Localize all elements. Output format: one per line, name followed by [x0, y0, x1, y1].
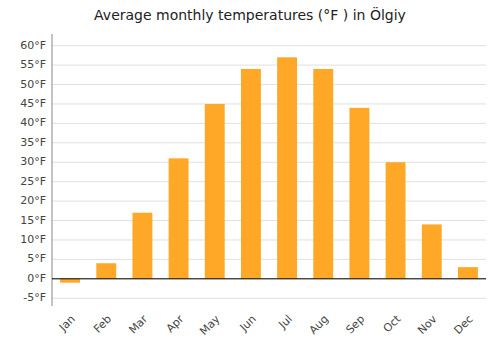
y-tick-label: 25°F [20, 175, 46, 188]
x-tick-label: Jun [237, 313, 259, 335]
grid-line [52, 278, 486, 279]
chart-container: -5°F 0°F 5°F 10°F 15°F 20°F 25°F 30°F 35°F 40°F 45… [0, 0, 500, 350]
x-tick-label: May [197, 312, 223, 338]
y-tick-label: 45°F [20, 97, 46, 110]
grid-line [52, 142, 486, 143]
x-tick-label: Jul [276, 313, 295, 332]
y-tick-label: -5°F [23, 291, 46, 304]
y-tick-label: 20°F [20, 194, 46, 207]
bar [422, 224, 442, 278]
grid-line [52, 103, 486, 104]
title: Average monthly temperatures (°F ) in Öl… [94, 6, 406, 23]
y-tick-label: 35°F [20, 136, 46, 149]
y-tick-label: 0°F [27, 272, 46, 285]
grid-line [52, 259, 486, 260]
bars [60, 57, 478, 282]
bar [458, 267, 478, 279]
x-tick-label: Nov [415, 312, 440, 337]
chart: -5°F 0°F 5°F 10°F 15°F 20°F 25°F 30°F 35°F 40°F 45… [0, 0, 500, 350]
x-tick-label: Apr [164, 312, 187, 335]
grid [52, 46, 486, 299]
y-tick-label: 60°F [20, 39, 46, 52]
grid-line [52, 298, 486, 299]
grid-line [52, 84, 486, 85]
zero-baseline [52, 278, 486, 279]
grid-line [52, 65, 486, 66]
grid-line [52, 45, 486, 46]
y-tick-label: 10°F [20, 233, 46, 246]
x-tick-labels: Jan Feb Mar Apr May Jun Jul Aug Sep Oct Nov Dec [56, 312, 476, 338]
bar [60, 279, 80, 283]
grid-line [52, 181, 486, 182]
x-tick-label: Dec [451, 313, 475, 337]
y-tick-label: 5°F [27, 252, 46, 265]
x-tick-label: Oct [381, 312, 404, 335]
x-tick-label: Feb [91, 313, 114, 336]
x-tick-label: Aug [307, 313, 331, 337]
bar [205, 104, 225, 279]
y-tick-label: 30°F [20, 155, 46, 168]
x-tick-label: Mar [126, 312, 150, 336]
bar [96, 263, 116, 279]
y-tick-label: 15°F [20, 214, 46, 227]
y-tick-label: 40°F [20, 116, 46, 129]
x-tick-label: Jan [56, 313, 78, 335]
y-axis-line [52, 34, 53, 306]
bar [277, 57, 297, 278]
bar [241, 69, 261, 279]
y-tick-labels: -5°F 0°F 5°F 10°F 15°F 20°F 25°F 30°F 35°F 40°F 45… [20, 39, 46, 305]
bar [132, 213, 152, 279]
y-tick-label: 50°F [20, 78, 46, 91]
grid-line [52, 201, 486, 202]
grid-line [52, 220, 486, 221]
bar [349, 108, 369, 279]
x-tick-label: Sep [343, 313, 367, 337]
y-tick-label: 55°F [20, 58, 46, 71]
grid-line [52, 162, 486, 163]
grid-line [52, 239, 486, 240]
bar [169, 158, 189, 278]
bar [313, 69, 333, 279]
bar [386, 162, 406, 279]
grid-line [52, 123, 486, 124]
